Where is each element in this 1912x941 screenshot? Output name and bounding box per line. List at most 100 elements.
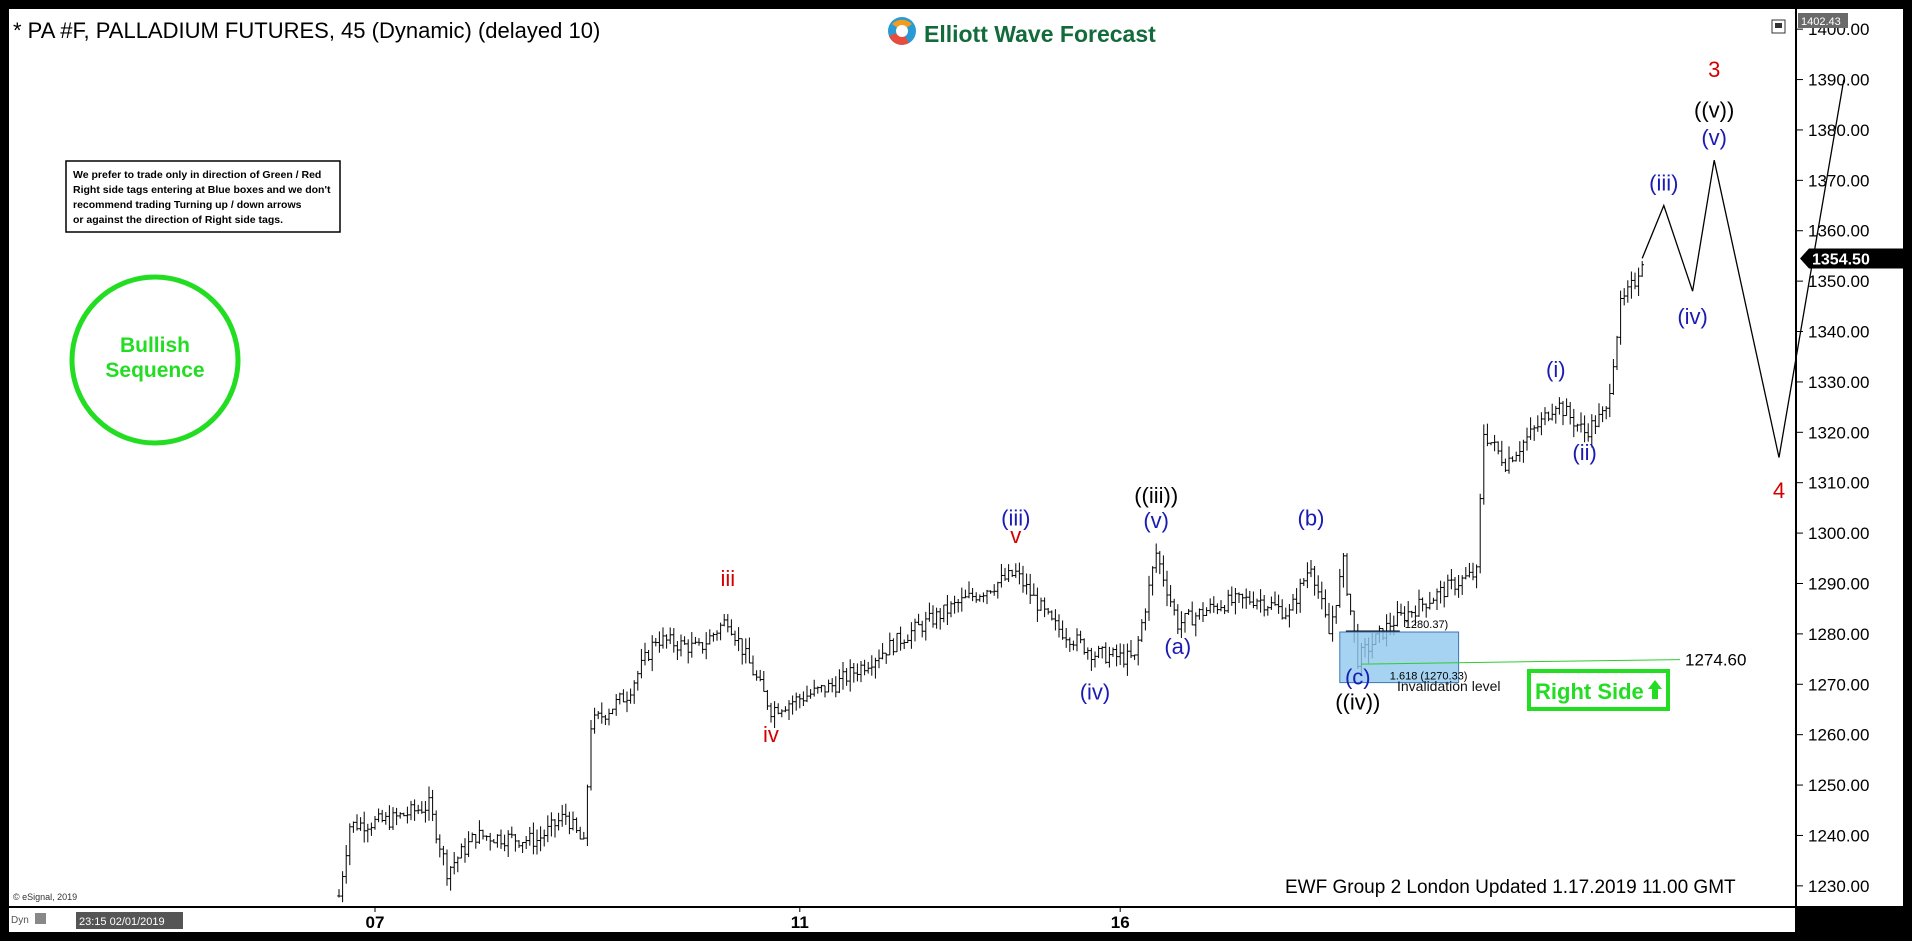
wave-label-blue: (v)	[1143, 508, 1169, 533]
ohlc-bar	[538, 826, 543, 852]
ohlc-bar	[963, 589, 968, 599]
price-tick-label: 1280.00	[1808, 625, 1869, 644]
ohlc-bar	[736, 627, 741, 652]
ohlc-bar	[1438, 580, 1443, 604]
ohlc-bar	[1197, 608, 1202, 620]
ohlc-bar	[1503, 458, 1508, 473]
ohlc-bar	[1323, 589, 1328, 618]
ohlc-bar	[1395, 600, 1400, 627]
wave-label-blue: (ii)	[1572, 440, 1596, 465]
ohlc-bar	[952, 595, 957, 614]
price-axis[interactable]: 1230.00 1240.00 1250.00 1260.00 1270.00 1280.…	[1796, 20, 1869, 896]
note-line-1: We prefer to trade only in direction of …	[73, 169, 321, 181]
ohlc-bar	[1532, 425, 1536, 441]
ohlc-bar	[841, 662, 845, 690]
ohlc-bar	[488, 832, 492, 851]
note-line-4: or against the direction of Right side t…	[73, 214, 283, 226]
invalidation-value: 1274.60	[1685, 651, 1746, 670]
ohlc-bar	[1100, 646, 1104, 659]
dyn-toggle-icon[interactable]	[35, 913, 46, 924]
ohlc-bar	[384, 812, 388, 825]
ohlc-bar	[394, 807, 399, 826]
ohlc-bar	[578, 826, 582, 840]
arrow-up-icon	[1648, 680, 1662, 699]
ohlc-bar	[1248, 590, 1252, 605]
ohlc-bar	[1611, 358, 1616, 395]
ohlc-bar	[1276, 594, 1281, 614]
ohlc-bar	[596, 711, 600, 720]
time-axis-panel	[9, 908, 1795, 932]
ohlc-bar	[646, 649, 651, 662]
ohlc-bar	[934, 607, 939, 629]
ohlc-bar	[1172, 598, 1176, 616]
ohlc-bar	[776, 703, 780, 715]
ohlc-bar	[355, 814, 359, 831]
ohlc-bar	[344, 845, 348, 884]
ohlc-bar	[445, 849, 449, 886]
time-axis[interactable]: 07 11 16	[366, 906, 1130, 932]
projection-path	[1641, 79, 1845, 458]
wave-label-black: ((iii))	[1134, 483, 1178, 508]
ohlc-bar	[967, 581, 971, 599]
ohlc-bar	[895, 632, 899, 653]
wave-label-black: ((iv))	[1335, 689, 1380, 714]
ohlc-bar	[1597, 403, 1601, 428]
ohlc-bar	[466, 831, 471, 858]
ohlc-bar	[1413, 605, 1418, 626]
ohlc-bar	[1528, 417, 1533, 440]
ohlc-bar	[481, 829, 485, 840]
ohlc-bar	[1449, 569, 1454, 590]
ohlc-bar	[1568, 401, 1572, 425]
ohlc-bar	[650, 635, 654, 672]
ohlc-bar	[945, 595, 950, 626]
price-axis-panel	[1797, 9, 1903, 906]
ohlc-bar	[682, 636, 687, 645]
ohlc-bar	[1510, 456, 1515, 463]
ohlc-bar	[744, 638, 748, 664]
ohlc-bar	[1258, 589, 1263, 613]
ohlc-bar	[970, 588, 975, 602]
ohlc-bar	[492, 838, 496, 844]
ohlc-bar	[1017, 562, 1022, 585]
ohlc-bar	[672, 628, 676, 653]
ohlc-bar	[402, 812, 406, 817]
ohlc-bar	[1003, 567, 1007, 581]
wave-label-red: 4	[1773, 478, 1785, 503]
ohlc-bar	[643, 642, 647, 666]
ohlc-bar	[837, 669, 842, 694]
ohlc-bar	[470, 832, 474, 843]
ohlc-bar	[1186, 608, 1191, 615]
ohlc-bar	[430, 789, 435, 822]
price-tick-label: 1340.00	[1808, 323, 1869, 342]
ohlc-bar	[474, 834, 478, 849]
ohlc-bar	[1474, 564, 1479, 589]
ohlc-bar	[754, 670, 759, 681]
ohlc-bar	[1107, 646, 1112, 668]
wave-label-blue: (iv)	[1677, 304, 1708, 329]
ohlc-bar	[852, 663, 856, 683]
ohlc-bar	[1575, 423, 1580, 432]
ohlc-bar	[1402, 606, 1407, 628]
ohlc-bar	[1262, 595, 1266, 617]
ohlc-bar	[1500, 440, 1504, 467]
ohlc-bar	[1600, 406, 1605, 423]
ohlc-bar	[891, 638, 896, 656]
right-side-label: Right Side	[1535, 679, 1644, 704]
ohlc-bar	[808, 689, 813, 699]
ohlc-bar	[729, 619, 734, 636]
ohlc-bar	[1582, 415, 1587, 443]
ohlc-bar	[340, 871, 345, 903]
blue-box-top-label: 1280.37)	[1405, 619, 1448, 631]
ohlc-bar	[1028, 573, 1032, 605]
ohlc-bar	[459, 843, 464, 859]
chart-title: * PA #F, PALLADIUM FUTURES, 45 (Dynamic)…	[13, 18, 600, 43]
ohlc-bar	[1546, 411, 1551, 422]
ohlc-bar	[564, 803, 568, 825]
ohlc-bar	[351, 821, 356, 833]
cursor-time-text: 23:15 02/01/2019	[79, 916, 165, 928]
ohlc-bar	[553, 819, 557, 838]
ohlc-bar	[1424, 603, 1428, 618]
ohlc-bar	[722, 614, 726, 627]
ohlc-bar	[517, 840, 521, 848]
